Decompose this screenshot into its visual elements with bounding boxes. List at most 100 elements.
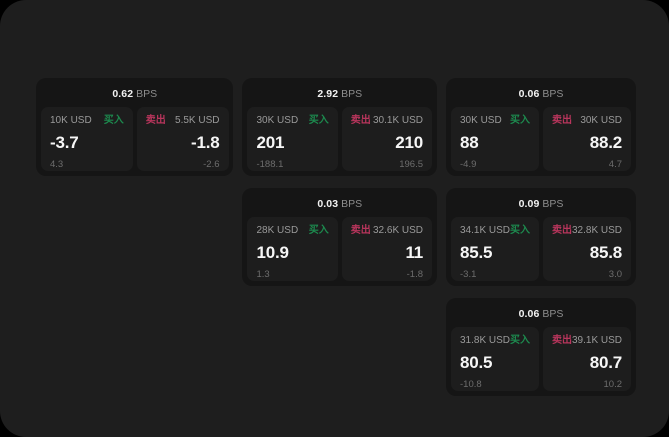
quote-price: 210 [395, 133, 424, 152]
column-2: 2.92 BPS 30K USD 买入 201 -188.1 卖出 30.1K USD 210 1… [242, 78, 437, 286]
order-size-label: 32.6K USD [372, 225, 424, 236]
order-size-label: 34.1K USD [460, 225, 511, 236]
panel-top-row: 10K USD 买入 [50, 115, 124, 127]
quote-price: 88 [460, 133, 479, 152]
card-header: 0.06 BPS [451, 304, 631, 327]
quote-price: 11 [405, 243, 424, 262]
order-size-label: 31.8K USD [460, 335, 511, 346]
quote-price: 85.5 [460, 243, 493, 262]
panel-top-row: 30K USD 买入 [460, 115, 530, 127]
bps-unit-label: BPS [542, 88, 564, 100]
bps-value: 0.09 [518, 198, 540, 210]
buy-side-label: 买入 [510, 225, 531, 236]
buy-side-label: 买入 [510, 115, 530, 126]
quote-panels: 28K USD 买入 10.9 1.3 卖出 32.6K USD 11 -1.8 [247, 217, 433, 281]
quote-delta: -3.1 [460, 269, 477, 280]
buy-side-label: 买入 [103, 115, 124, 126]
buy-side-label: 买入 [308, 115, 329, 126]
panel-top-row: 28K USD 买入 [256, 225, 328, 237]
bps-unit-label: BPS [341, 88, 363, 100]
quote-delta: -4.9 [460, 159, 477, 170]
order-size-label: 30.1K USD [372, 115, 424, 126]
panel-top-row: 卖出 5.5K USD [146, 115, 220, 127]
quote-delta: -2.6 [203, 159, 220, 170]
quote-delta: 10.2 [603, 379, 623, 390]
quote-delta: -10.8 [460, 379, 482, 390]
bps-value: 0.62 [112, 88, 134, 100]
quote-delta: -188.1 [256, 159, 284, 170]
spread-card[interactable]: 2.92 BPS 30K USD 买入 201 -188.1 卖出 30.1K USD 210 1… [242, 78, 437, 176]
sell-quote-panel[interactable]: 卖出 32.6K USD 11 -1.8 [341, 217, 433, 281]
sell-quote-panel[interactable]: 卖出 5.5K USD -1.8 -2.6 [136, 107, 229, 171]
order-size-label: 5.5K USD [175, 115, 220, 126]
spread-card[interactable]: 0.06 BPS 30K USD 买入 88 -4.9 卖出 30K USD 88.2 4.7 [446, 78, 636, 176]
bps-value: 0.03 [317, 198, 339, 210]
sell-side-label: 卖出 [552, 335, 572, 346]
panel-top-row: 卖出 30K USD [552, 115, 622, 127]
buy-side-label: 买入 [510, 335, 531, 346]
panel-top-row: 34.1K USD 买入 [460, 225, 530, 237]
quote-price: 80.7 [589, 353, 622, 372]
quote-price: 201 [256, 133, 285, 152]
quote-panels: 30K USD 买入 88 -4.9 卖出 30K USD 88.2 4.7 [451, 107, 631, 171]
quote-price: -3.7 [50, 133, 79, 152]
quote-panels: 31.8K USD 买入 80.5 -10.8 卖出 39.1K USD 80.7 10.2 [451, 327, 631, 391]
sell-side-label: 卖出 [145, 115, 166, 126]
order-size-label: 32.8K USD [572, 225, 623, 236]
panel-top-row: 31.8K USD 买入 [460, 335, 530, 347]
panel-top-row: 卖出 32.6K USD [351, 225, 423, 237]
quote-delta: 1.3 [256, 269, 270, 280]
panel-top-row: 卖出 30.1K USD [351, 115, 423, 127]
card-header: 2.92 BPS [247, 84, 432, 107]
quote-price: 10.9 [256, 243, 289, 262]
quote-delta: 196.5 [399, 159, 424, 170]
spread-card[interactable]: 0.03 BPS 28K USD 买入 10.9 1.3 卖出 32.6K USD 11 -1.8 [242, 188, 437, 286]
spread-card-board: 0.62 BPS 10K USD 买入 -3.7 4.3 卖出 5.5K USD -1.8 -2.… [36, 78, 636, 396]
order-size-label: 10K USD [50, 115, 92, 126]
quote-delta: 4.7 [608, 159, 622, 170]
quote-price: 85.8 [589, 243, 622, 262]
buy-quote-panel[interactable]: 10K USD 买入 -3.7 4.3 [41, 107, 133, 171]
sell-quote-panel[interactable]: 卖出 30.1K USD 210 196.5 [341, 107, 433, 171]
order-size-label: 30K USD [460, 115, 502, 126]
buy-quote-panel[interactable]: 28K USD 买入 10.9 1.3 [247, 217, 338, 281]
bps-value: 0.06 [518, 88, 540, 100]
card-header: 0.03 BPS [247, 194, 432, 217]
sell-side-label: 卖出 [350, 225, 371, 236]
bps-unit-label: BPS [542, 198, 564, 210]
column-1: 0.62 BPS 10K USD 买入 -3.7 4.3 卖出 5.5K USD -1.8 -2.… [36, 78, 234, 176]
quote-delta: 4.3 [50, 159, 64, 170]
order-size-label: 39.1K USD [572, 335, 623, 346]
quote-price: 88.2 [589, 133, 622, 152]
column-3: 0.06 BPS 30K USD 买入 88 -4.9 卖出 30K USD 88.2 4.7 0.… [446, 78, 636, 396]
bps-unit-label: BPS [542, 308, 564, 320]
quote-panels: 34.1K USD 买入 85.5 -3.1 卖出 32.8K USD 85.8 3.0 [451, 217, 631, 281]
buy-quote-panel[interactable]: 34.1K USD 买入 85.5 -3.1 [451, 217, 539, 281]
quote-price: 80.5 [460, 353, 493, 372]
sell-side-label: 卖出 [552, 115, 572, 126]
sell-quote-panel[interactable]: 卖出 32.8K USD 85.8 3.0 [543, 217, 631, 281]
order-size-label: 28K USD [256, 225, 299, 236]
quote-panels: 30K USD 买入 201 -188.1 卖出 30.1K USD 210 196.5 [247, 107, 433, 171]
spread-card[interactable]: 0.09 BPS 34.1K USD 买入 85.5 -3.1 卖出 32.8K USD 85.… [446, 188, 636, 286]
buy-side-label: 买入 [308, 225, 329, 236]
card-header: 0.62 BPS [41, 84, 228, 107]
card-header: 0.06 BPS [451, 84, 631, 107]
bps-unit-label: BPS [136, 88, 158, 100]
sell-quote-panel[interactable]: 卖出 39.1K USD 80.7 10.2 [543, 327, 631, 391]
buy-quote-panel[interactable]: 30K USD 买入 88 -4.9 [451, 107, 539, 171]
quote-panels: 10K USD 买入 -3.7 4.3 卖出 5.5K USD -1.8 -2.6 [41, 107, 229, 171]
sell-quote-panel[interactable]: 卖出 30K USD 88.2 4.7 [543, 107, 631, 171]
bps-unit-label: BPS [341, 198, 363, 210]
quote-delta: -1.8 [406, 269, 424, 280]
panel-top-row: 30K USD 买入 [256, 115, 328, 127]
sell-side-label: 卖出 [350, 115, 371, 126]
panel-top-row: 卖出 32.8K USD [552, 225, 622, 237]
bps-value: 2.92 [317, 88, 339, 100]
spread-card[interactable]: 0.06 BPS 31.8K USD 买入 80.5 -10.8 卖出 39.1K USD 80… [446, 298, 636, 396]
quote-delta: 3.0 [608, 269, 622, 280]
spread-card[interactable]: 0.62 BPS 10K USD 买入 -3.7 4.3 卖出 5.5K USD -1.8 -2.… [36, 78, 234, 176]
buy-quote-panel[interactable]: 30K USD 买入 201 -188.1 [247, 107, 338, 171]
buy-quote-panel[interactable]: 31.8K USD 买入 80.5 -10.8 [451, 327, 539, 391]
